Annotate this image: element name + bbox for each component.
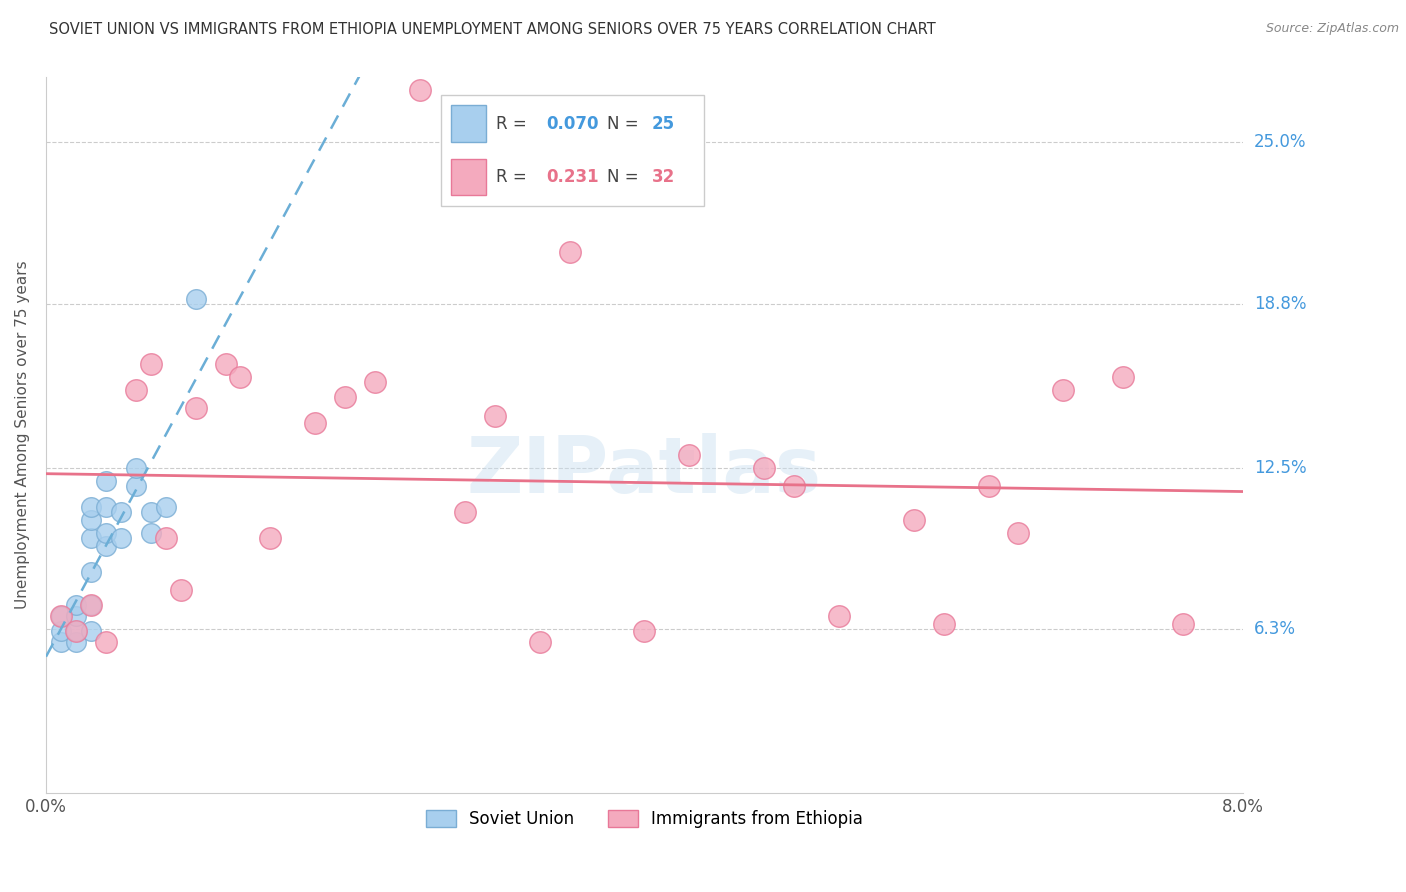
Text: 25.0%: 25.0% xyxy=(1254,134,1306,152)
Point xyxy=(229,369,252,384)
Point xyxy=(65,624,87,639)
Y-axis label: Unemployment Among Seniors over 75 years: Unemployment Among Seniors over 75 years xyxy=(15,260,30,609)
Text: SOVIET UNION VS IMMIGRANTS FROM ETHIOPIA UNEMPLOYMENT AMONG SENIORS OVER 75 YEAR: SOVIET UNION VS IMMIGRANTS FROM ETHIOPIA… xyxy=(49,22,936,37)
Point xyxy=(364,375,387,389)
Point xyxy=(409,83,432,97)
Point xyxy=(155,500,177,514)
Point xyxy=(125,460,148,475)
Point xyxy=(184,401,207,415)
Point xyxy=(80,565,103,579)
Point xyxy=(1007,525,1029,540)
Text: 12.5%: 12.5% xyxy=(1254,458,1306,476)
Point xyxy=(110,531,132,545)
Point xyxy=(80,599,103,613)
Text: ZIPatlas: ZIPatlas xyxy=(467,433,823,508)
Point xyxy=(110,505,132,519)
Point xyxy=(678,448,700,462)
Point xyxy=(214,357,236,371)
Point xyxy=(155,531,177,545)
Point xyxy=(259,531,281,545)
Point xyxy=(139,505,162,519)
Point xyxy=(80,531,103,545)
Text: 6.3%: 6.3% xyxy=(1254,620,1296,638)
Point xyxy=(484,409,506,423)
Point xyxy=(1171,616,1194,631)
Point xyxy=(558,244,581,259)
Point xyxy=(752,460,775,475)
Point xyxy=(633,624,655,639)
Text: 18.8%: 18.8% xyxy=(1254,294,1306,313)
Point xyxy=(903,512,925,526)
Point xyxy=(65,624,87,639)
Point xyxy=(65,599,87,613)
Legend: Soviet Union, Immigrants from Ethiopia: Soviet Union, Immigrants from Ethiopia xyxy=(419,803,869,834)
Point xyxy=(80,500,103,514)
Point xyxy=(49,608,72,623)
Text: Source: ZipAtlas.com: Source: ZipAtlas.com xyxy=(1265,22,1399,36)
Point xyxy=(454,505,477,519)
Point xyxy=(139,357,162,371)
Point xyxy=(125,383,148,397)
Point xyxy=(529,635,551,649)
Point xyxy=(828,608,851,623)
Point xyxy=(65,635,87,649)
Point xyxy=(49,624,72,639)
Point xyxy=(335,390,357,404)
Point xyxy=(94,500,117,514)
Point xyxy=(49,608,72,623)
Point xyxy=(977,479,1000,493)
Point xyxy=(304,417,326,431)
Point xyxy=(1052,383,1074,397)
Point xyxy=(169,582,191,597)
Point xyxy=(125,479,148,493)
Point xyxy=(80,624,103,639)
Point xyxy=(94,474,117,488)
Point xyxy=(139,525,162,540)
Point xyxy=(184,292,207,306)
Point xyxy=(94,635,117,649)
Point xyxy=(1112,369,1135,384)
Point xyxy=(94,539,117,553)
Point xyxy=(94,525,117,540)
Point xyxy=(49,635,72,649)
Point xyxy=(80,599,103,613)
Point xyxy=(932,616,955,631)
Point xyxy=(783,479,806,493)
Point xyxy=(80,512,103,526)
Point xyxy=(65,608,87,623)
